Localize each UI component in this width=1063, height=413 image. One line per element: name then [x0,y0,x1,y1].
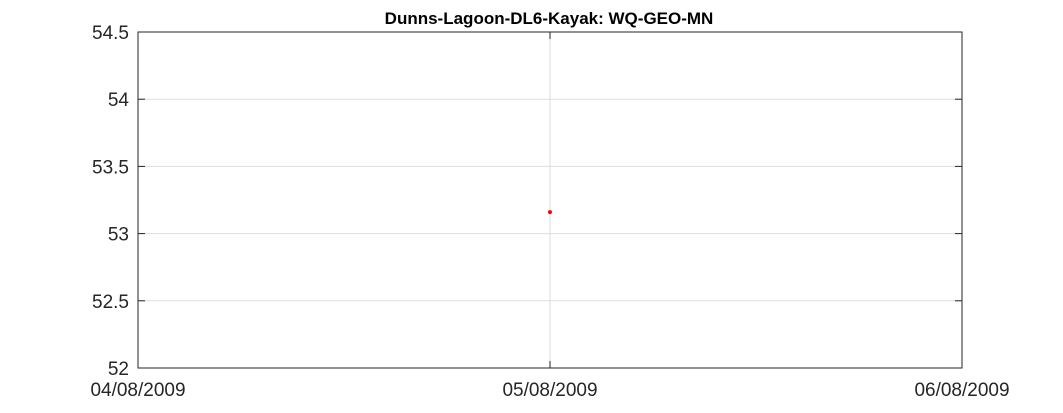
y-tick-label: 52.5 [92,292,129,313]
y-tick-labels: 52 52.5 53 53.5 54 54.5 [92,23,129,380]
data-points [548,210,552,215]
plot-frame [137,31,963,369]
y-tick-label: 53.5 [92,157,129,178]
y-tick-label: 53 [108,225,129,246]
chart-title: Dunns-Lagoon-DL6-Kayak: WQ-GEO-MN [385,9,714,28]
x-tick-label: 05/08/2009 [502,380,597,401]
grid [138,32,962,368]
y-tick-label: 54.5 [92,23,129,44]
x-tick-label: 06/08/2009 [914,380,1009,401]
data-point [548,210,552,215]
x-tick-label: 04/08/2009 [90,380,185,401]
y-tick-label: 52 [108,359,129,380]
x-tick-labels: 04/08/2009 05/08/2009 06/08/2009 [90,380,1009,401]
y-tick-label: 54 [108,90,130,111]
